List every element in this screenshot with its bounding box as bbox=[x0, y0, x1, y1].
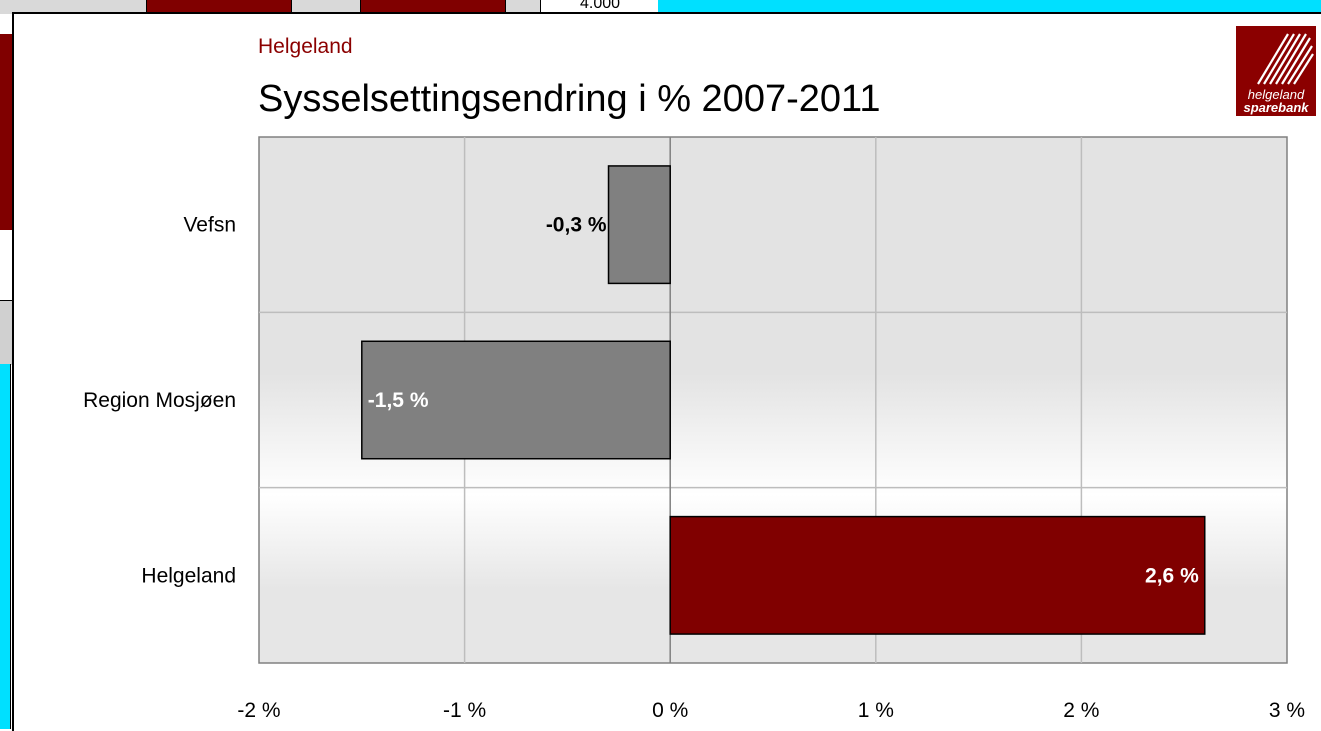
background-left-gray-block bbox=[0, 300, 14, 365]
category-label: Region Mosjøen bbox=[83, 389, 236, 412]
background-left-cyan-block bbox=[0, 364, 11, 729]
data-label: -1,5 % bbox=[368, 389, 429, 412]
labels: -2 % -1 % 0 % 1 % 2 % 3 % Vefsn -0,3 % Region Mo… bbox=[83, 214, 1305, 722]
background-red-cell bbox=[360, 0, 506, 14]
background-red-cell bbox=[146, 0, 292, 14]
logo-stripes-icon bbox=[1257, 33, 1314, 85]
background-left-red-block bbox=[0, 34, 14, 230]
logo-line1: helgeland bbox=[1248, 87, 1305, 102]
data-label: -0,3 % bbox=[546, 214, 607, 237]
x-tick-label: 3 % bbox=[1269, 699, 1305, 722]
x-tick-label: -1 % bbox=[443, 699, 486, 722]
x-tick-label: 2 % bbox=[1063, 699, 1099, 722]
chart-supertitle: Helgeland bbox=[258, 35, 353, 58]
x-tick-label: -2 % bbox=[237, 699, 280, 722]
bank-logo: helgeland sparebank bbox=[1236, 26, 1316, 116]
bars bbox=[361, 165, 1206, 635]
category-label: Helgeland bbox=[141, 564, 236, 587]
x-tick-label: 1 % bbox=[858, 699, 894, 722]
category-label: Vefsn bbox=[183, 214, 236, 237]
bar bbox=[607, 165, 671, 285]
logo-line2: sparebank bbox=[1243, 100, 1309, 115]
bar bbox=[669, 515, 1206, 635]
bar bbox=[361, 340, 671, 460]
x-tick-label: 0 % bbox=[652, 699, 688, 722]
data-label: 2,6 % bbox=[1145, 564, 1199, 587]
chart-title: Sysselsettingsendring i % 2007-2011 bbox=[258, 78, 881, 120]
